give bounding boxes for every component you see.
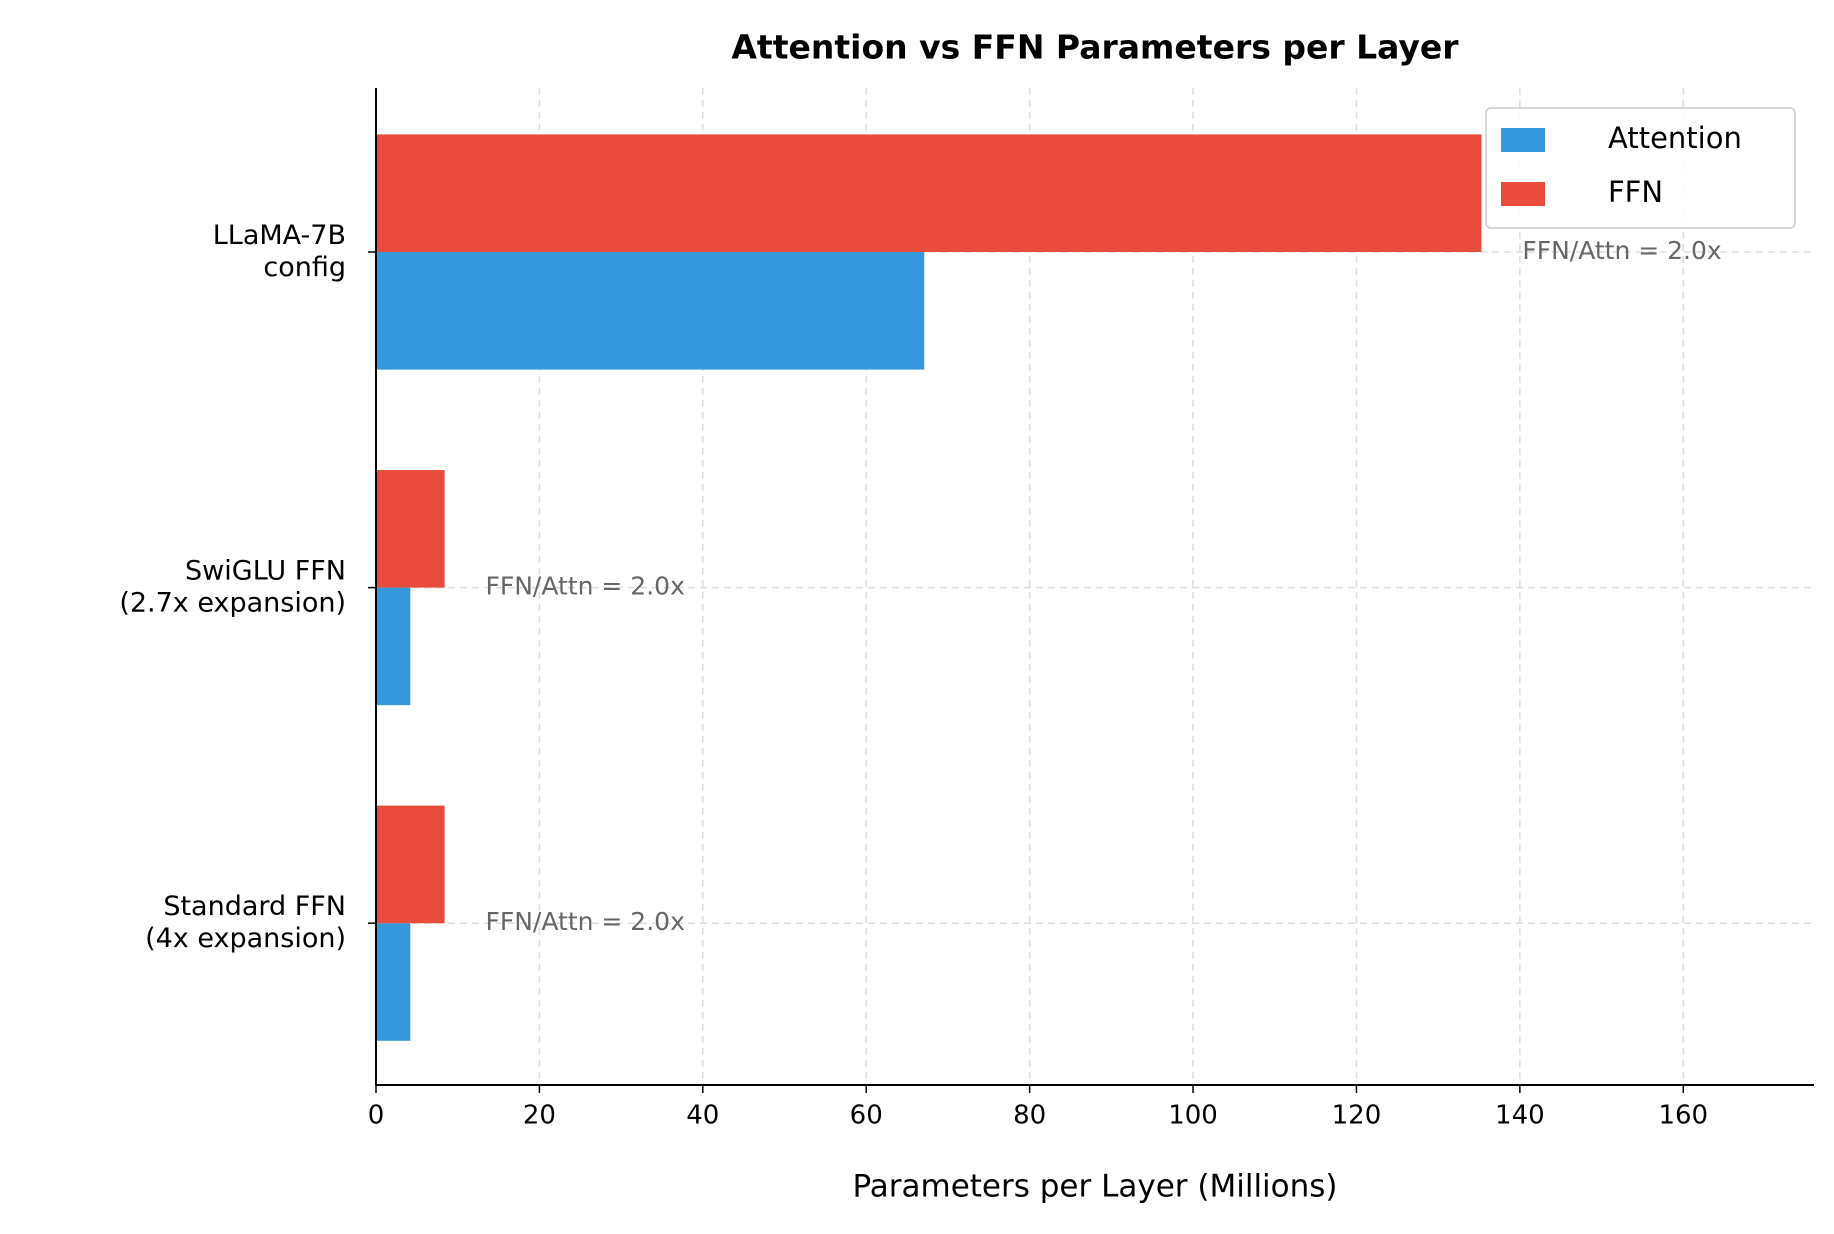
y-tick-label-line: (4x expansion) <box>145 923 346 954</box>
x-tick-label: 80 <box>1013 1101 1046 1131</box>
x-tick-label: 140 <box>1495 1101 1545 1131</box>
bar <box>376 470 445 588</box>
chart-title: Attention vs FFN Parameters per Layer <box>731 28 1459 67</box>
annotation: FFN/Attn = 2.0x <box>485 907 684 936</box>
legend-label: FFN <box>1608 175 1663 209</box>
bar <box>376 587 411 706</box>
x-tick-label: 100 <box>1168 1101 1218 1131</box>
bar <box>376 805 445 924</box>
bar <box>376 134 1482 252</box>
y-tick-label: LLaMA-7B config <box>213 220 346 283</box>
legend-swatch <box>1501 128 1545 152</box>
annotation: FFN/Attn = 2.0x <box>1522 236 1721 265</box>
x-axis-label: Parameters per Layer (Millions) <box>852 1169 1337 1205</box>
x-tick-label: 160 <box>1658 1101 1708 1131</box>
legend-swatch <box>1501 182 1545 206</box>
x-tick-label: 20 <box>523 1101 556 1131</box>
bar <box>376 252 925 370</box>
x-tick-label: 120 <box>1332 1101 1382 1131</box>
x-tick-label: 0 <box>368 1101 385 1131</box>
y-tick-label-line: Standard FFN <box>163 891 346 922</box>
y-tick-label: SwiGLU FFN (2.7x expansion) <box>119 555 346 618</box>
bar <box>376 923 411 1041</box>
y-tick-label-line: LLaMA-7B <box>213 220 346 251</box>
y-tick-label-line: SwiGLU FFN <box>185 555 346 586</box>
x-tick-label: 40 <box>686 1101 719 1131</box>
x-tick-label: 60 <box>850 1101 883 1131</box>
y-tick-label-line: config <box>263 252 346 283</box>
annotation: FFN/Attn = 2.0x <box>485 572 684 601</box>
legend-label: Attention <box>1608 121 1742 155</box>
y-tick-label: Standard FFN (4x expansion) <box>145 891 346 954</box>
y-tick-label-line: (2.7x expansion) <box>119 587 346 618</box>
legend-box <box>1485 107 1796 229</box>
